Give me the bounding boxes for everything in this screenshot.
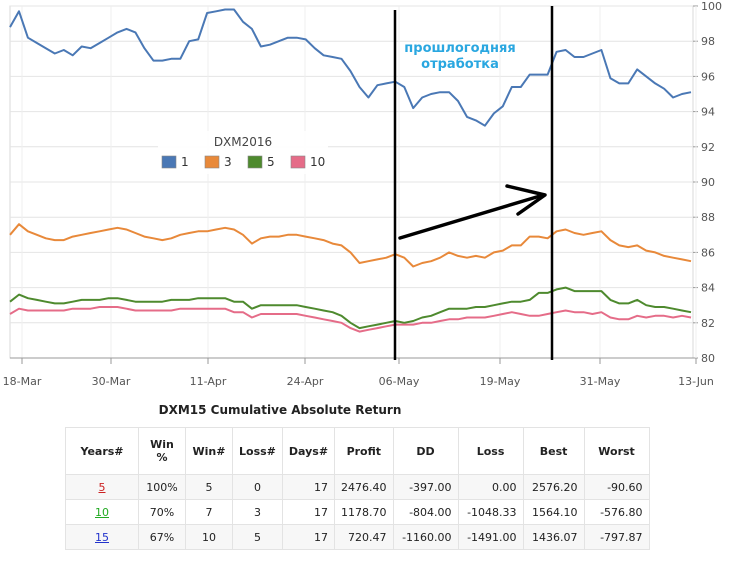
- years-link[interactable]: 10: [95, 505, 109, 519]
- chart-grid: [9, 5, 698, 364]
- table-header-row: Years# Win% Win# Loss# Days# Profit DD L…: [65, 427, 650, 475]
- returns-table: Years# Win% Win# Loss# Days# Profit DD L…: [65, 427, 650, 550]
- header-days: Days#: [281, 427, 336, 475]
- annotation: прошлогодняя отработка: [404, 41, 515, 72]
- cell-dd: -1160.00: [392, 524, 459, 550]
- cell-profit: 720.47: [334, 524, 394, 550]
- header-win: Win#: [185, 427, 233, 475]
- y-tick-label: 88: [701, 211, 715, 224]
- legend-label: 10: [310, 155, 325, 169]
- y-axis-ticks: 80 82 84 86 88 90 92 94 96 98 100: [701, 0, 722, 365]
- x-tick-label: 24-Apr: [287, 375, 324, 388]
- header-profit: Profit: [334, 427, 394, 475]
- x-tick-label: 19-May: [480, 375, 521, 388]
- legend-swatch: [204, 155, 220, 169]
- y-tick-label: 86: [701, 246, 715, 259]
- series-line-3: [9, 223, 692, 268]
- cell-win: 10: [185, 524, 233, 550]
- x-tick-label: 18-Mar: [3, 375, 42, 388]
- y-tick-label: 80: [701, 352, 715, 365]
- cell-win: 7: [185, 499, 233, 525]
- legend-swatch: [247, 155, 263, 169]
- annotation-line-1: прошлогодняя: [404, 41, 515, 56]
- legend-label: 5: [267, 155, 275, 169]
- y-tick-label: 84: [701, 282, 715, 295]
- chart-series: [9, 8, 692, 333]
- y-tick-label: 100: [701, 0, 722, 13]
- years-link[interactable]: 15: [95, 530, 109, 544]
- y-tick-label: 90: [701, 176, 715, 189]
- x-tick-label: 31-May: [580, 375, 621, 388]
- table-row: 15 67% 10 5 17 720.47 -1160.00 -1491.00 1436.07-…: [65, 524, 650, 550]
- header-loss: Loss#: [232, 427, 283, 475]
- cell-worst: -90.60: [583, 474, 650, 500]
- y-tick-label: 96: [701, 70, 715, 83]
- cell-loss: 0: [232, 474, 283, 500]
- header-years: Years#: [65, 427, 139, 475]
- table-row: 5 100% 5 0 17 2476.40 -397.00 0.00 2576.20 -90.60: [65, 474, 650, 500]
- cell-loss-amount: 0.00: [457, 474, 524, 500]
- x-tick-label: 30-Mar: [92, 375, 131, 388]
- cell-days: 17: [281, 524, 336, 550]
- cell-years: 10: [65, 499, 139, 525]
- table-title: DXM15 Cumulative Absolute Return: [158, 403, 402, 417]
- cell-best: 1564.10: [522, 499, 585, 525]
- header-win-pct: Win%: [138, 427, 186, 475]
- cell-years: 5: [65, 474, 139, 500]
- cell-loss: 5: [232, 524, 283, 550]
- cell-worst: -797.87: [583, 524, 650, 550]
- cell-loss: 3: [232, 499, 283, 525]
- series-line-10: [9, 306, 692, 333]
- annotation-line-2: отработка: [421, 57, 499, 72]
- header-worst: Worst: [583, 427, 650, 475]
- legend-title: DXM2016: [214, 135, 272, 149]
- cell-win-pct: 70%: [138, 499, 186, 525]
- cell-best: 2576.20: [522, 474, 585, 500]
- cell-profit: 1178.70: [334, 499, 394, 525]
- line-chart: 80 82 84 86 88 90 92 94 96 98 100 18-Mar 30-Mar 11-A…: [3, 0, 722, 388]
- cell-years: 15: [65, 524, 139, 550]
- legend-swatch: [161, 155, 177, 169]
- cell-days: 17: [281, 474, 336, 500]
- cell-dd: -397.00: [392, 474, 459, 500]
- cell-win-pct: 100%: [138, 474, 186, 500]
- cell-days: 17: [281, 499, 336, 525]
- cell-profit: 2476.40: [334, 474, 394, 500]
- x-tick-label: 06-May: [379, 375, 420, 388]
- cell-loss-amount: -1048.33: [457, 499, 524, 525]
- cell-worst: -576.80: [583, 499, 650, 525]
- y-tick-label: 94: [701, 106, 715, 119]
- legend-label: 1: [181, 155, 189, 169]
- chart-legend: DXM2016 1 3 5 10: [158, 131, 328, 174]
- cell-dd: -804.00: [392, 499, 459, 525]
- arrow: [398, 184, 547, 240]
- series-line-1: [9, 8, 692, 127]
- series-line-5: [9, 286, 692, 330]
- y-tick-label: 98: [701, 35, 715, 48]
- x-tick-label: 11-Apr: [190, 375, 227, 388]
- legend-swatch: [290, 155, 306, 169]
- years-link[interactable]: 5: [98, 480, 106, 494]
- header-best: Best: [522, 427, 585, 475]
- cell-win: 5: [185, 474, 233, 500]
- y-tick-label: 82: [701, 317, 715, 330]
- header-loss-amount: Loss: [457, 427, 524, 475]
- y-tick-label: 92: [701, 141, 715, 154]
- cell-win-pct: 67%: [138, 524, 186, 550]
- x-axis-ticks: 18-Mar 30-Mar 11-Apr 24-Apr 06-May 19-May 31-M…: [3, 375, 714, 388]
- cell-loss-amount: -1491.00: [457, 524, 524, 550]
- cell-best: 1436.07: [522, 524, 585, 550]
- table-row: 10 70% 7 3 17 1178.70 -804.00 -1048.33 1564.10 -5…: [65, 499, 650, 525]
- x-tick-label: 13-Jun: [678, 375, 714, 388]
- header-dd: DD: [392, 427, 459, 475]
- legend-label: 3: [224, 155, 232, 169]
